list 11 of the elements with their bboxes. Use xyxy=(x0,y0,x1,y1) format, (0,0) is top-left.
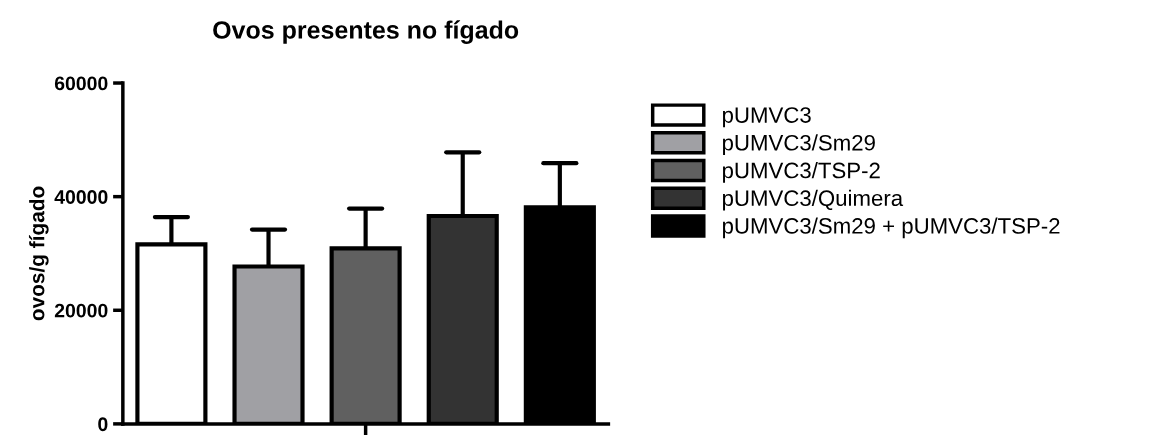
y-tick-label: 40000 xyxy=(54,190,108,204)
chart-title: Ovos presentes no fígado xyxy=(213,20,519,44)
legend-label: pUMVC3/Quimera xyxy=(723,189,904,211)
y-tick-label: 20000 xyxy=(54,303,108,318)
legend-label: pUMVC3/TSP-2 xyxy=(723,162,880,183)
y-tick-label: 60000 xyxy=(54,76,108,91)
y-tick-label: 0 xyxy=(98,417,108,432)
legend-label: pUMVC3/Sm29 xyxy=(723,134,875,156)
legend-label: pUMVC3/Sm29 + pUMVC3/TSP-2 xyxy=(723,217,1060,239)
y-axis-title: ovos/g fígado xyxy=(28,186,49,321)
legend-label: pUMVC3 xyxy=(723,107,811,128)
